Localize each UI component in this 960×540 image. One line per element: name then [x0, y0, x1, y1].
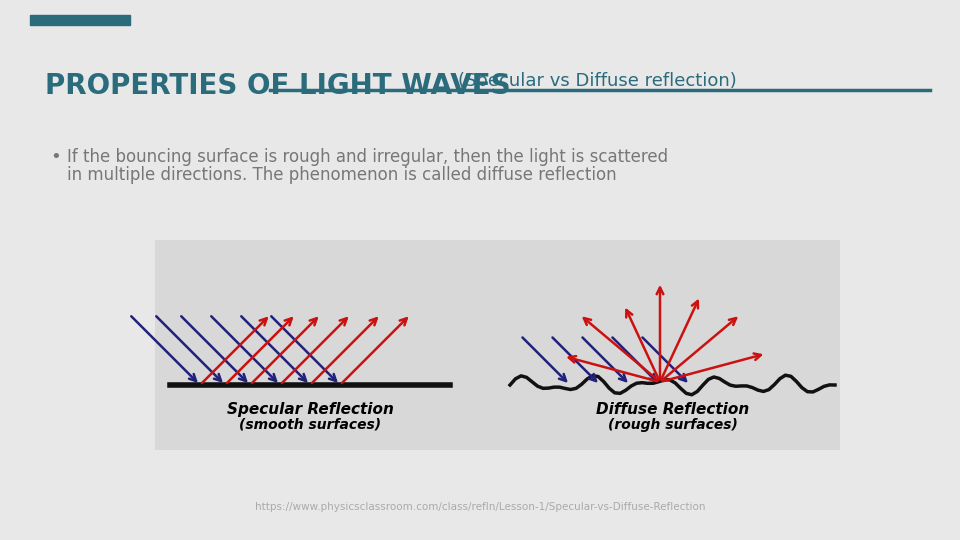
- Bar: [30, 15, 130, 25]
- Text: (rough surfaces): (rough surfaces): [608, 418, 737, 432]
- Text: PROPERTIES OF LIGHT WAVES: PROPERTIES OF LIGHT WAVES: [45, 72, 520, 100]
- Text: Diffuse Reflection: Diffuse Reflection: [596, 402, 749, 417]
- Text: (smooth surfaces): (smooth surfaces): [239, 418, 381, 432]
- Text: in multiple directions. The phenomenon is called diffuse reflection: in multiple directions. The phenomenon i…: [67, 166, 616, 184]
- Text: https://www.physicsclassroom.com/class/refln/Lesson-1/Specular-vs-Diffuse-Reflec: https://www.physicsclassroom.com/class/r…: [254, 502, 706, 512]
- Text: Specular Reflection: Specular Reflection: [227, 402, 394, 417]
- Bar: [155, 240, 840, 450]
- Text: If the bouncing surface is rough and irregular, then the light is scattered: If the bouncing surface is rough and irr…: [67, 148, 668, 166]
- Text: (Specular vs Diffuse reflection): (Specular vs Diffuse reflection): [458, 72, 736, 90]
- Text: •: •: [50, 148, 60, 166]
